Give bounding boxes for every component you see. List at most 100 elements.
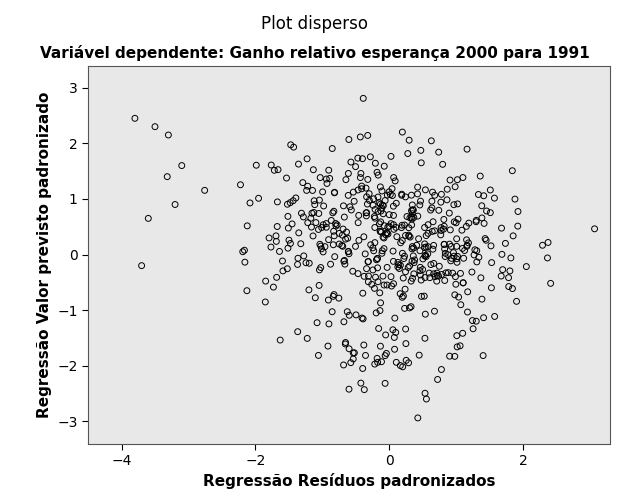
Point xyxy=(316,242,326,250)
Point xyxy=(272,273,282,281)
Point xyxy=(359,94,369,102)
Point xyxy=(302,155,312,163)
Point xyxy=(273,166,283,174)
Point xyxy=(398,292,408,300)
Point xyxy=(199,186,209,195)
Point xyxy=(391,199,401,207)
Point xyxy=(309,209,319,217)
Point xyxy=(430,307,440,315)
Point xyxy=(381,231,391,239)
Point xyxy=(451,219,461,227)
Point xyxy=(328,241,338,249)
Point xyxy=(442,196,452,204)
Point xyxy=(364,278,374,286)
Point xyxy=(406,207,416,215)
Point xyxy=(481,236,491,244)
Point xyxy=(434,206,444,214)
Point xyxy=(401,231,411,239)
Point xyxy=(387,192,398,200)
Point xyxy=(413,183,423,191)
Point xyxy=(432,269,442,277)
Point xyxy=(589,225,599,233)
Point xyxy=(445,226,455,234)
Point xyxy=(446,257,456,265)
Point xyxy=(501,239,511,247)
Point xyxy=(332,221,342,229)
Point xyxy=(353,270,363,278)
Point xyxy=(444,209,454,217)
Point xyxy=(434,262,444,270)
Point xyxy=(408,252,418,260)
Point xyxy=(389,333,399,341)
Point xyxy=(511,297,521,305)
Point xyxy=(376,299,386,307)
Point xyxy=(359,233,369,241)
Point xyxy=(386,191,396,199)
Point xyxy=(337,241,347,249)
Point xyxy=(328,209,338,217)
Point xyxy=(448,269,458,277)
Point xyxy=(379,162,389,170)
Point xyxy=(343,247,353,256)
Point xyxy=(329,207,339,215)
Text: Variável dependente: Ganho relativo esperança 2000 para 1991: Variável dependente: Ganho relativo espe… xyxy=(40,45,589,61)
Point xyxy=(340,235,350,243)
Point xyxy=(376,342,386,350)
Point xyxy=(326,216,337,224)
Point xyxy=(368,244,378,252)
Point xyxy=(429,260,439,268)
Point xyxy=(272,222,282,230)
Point xyxy=(326,260,336,268)
Point xyxy=(486,209,496,217)
Point xyxy=(269,166,279,174)
Point xyxy=(325,174,335,182)
Point xyxy=(377,204,387,212)
Point xyxy=(282,200,292,208)
Point xyxy=(339,318,349,326)
Point xyxy=(404,136,414,144)
Point xyxy=(408,242,418,250)
Point xyxy=(397,190,407,198)
Point xyxy=(314,281,324,289)
Point xyxy=(407,215,417,223)
Point xyxy=(310,294,320,302)
Point xyxy=(424,269,434,277)
Point xyxy=(408,274,418,282)
Point xyxy=(362,200,372,208)
Point xyxy=(402,213,412,221)
Point xyxy=(320,242,330,250)
Point xyxy=(379,244,389,253)
Point xyxy=(421,253,431,261)
Point xyxy=(467,317,477,325)
Point xyxy=(449,252,459,260)
Point xyxy=(343,192,353,200)
Point xyxy=(388,247,398,255)
Point xyxy=(420,310,430,318)
Point xyxy=(407,245,417,253)
Point xyxy=(467,268,477,276)
Point xyxy=(443,269,454,277)
Point xyxy=(344,345,354,353)
Point xyxy=(327,308,337,316)
Point xyxy=(382,281,392,289)
Point xyxy=(452,258,462,266)
Point xyxy=(376,207,386,215)
Point xyxy=(292,261,303,269)
Point xyxy=(381,349,391,357)
Point xyxy=(355,133,365,141)
Point xyxy=(364,190,374,198)
Point xyxy=(344,311,354,320)
Point xyxy=(425,274,435,282)
Point xyxy=(452,343,462,351)
Point xyxy=(340,260,350,268)
Point xyxy=(346,158,356,166)
Point xyxy=(450,183,460,191)
Point xyxy=(452,235,462,243)
Point xyxy=(316,264,326,272)
Point xyxy=(386,152,396,160)
Point xyxy=(403,150,413,158)
Point xyxy=(340,257,350,265)
Point xyxy=(242,287,252,295)
Point xyxy=(486,186,496,194)
Point xyxy=(474,191,484,199)
